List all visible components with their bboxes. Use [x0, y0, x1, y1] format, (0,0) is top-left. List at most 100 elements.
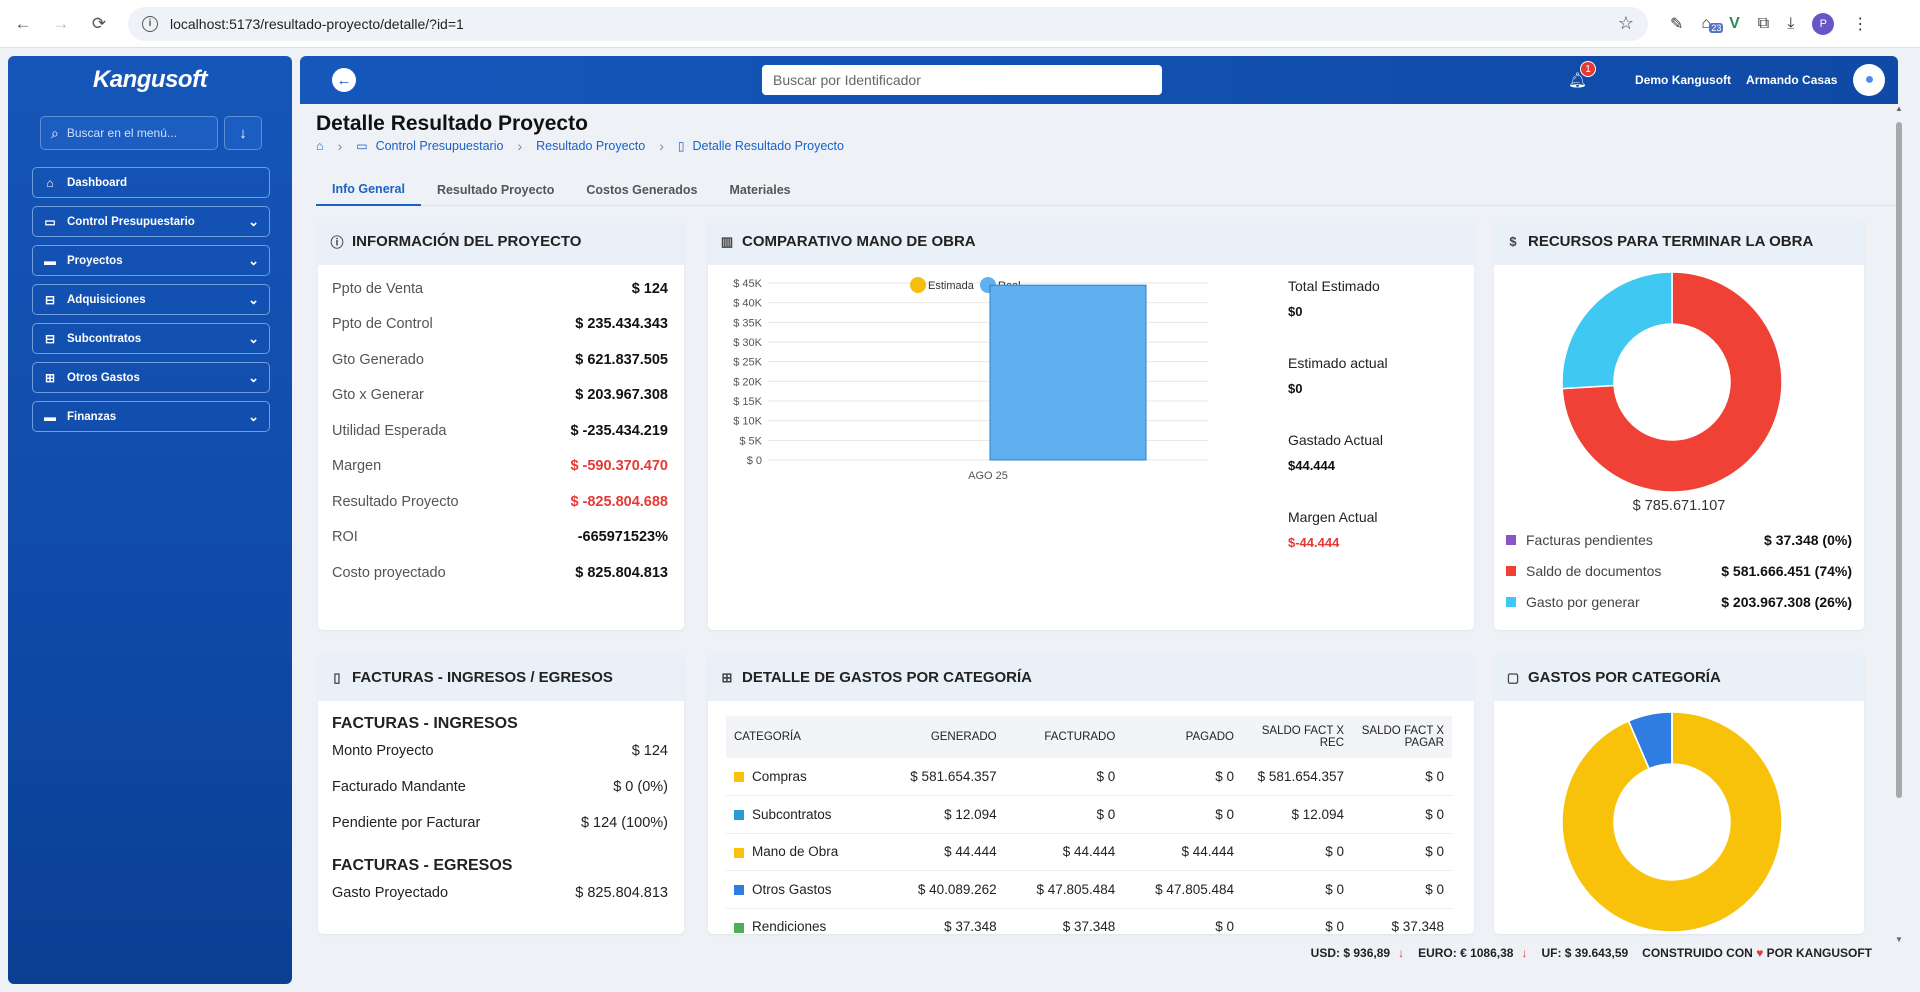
wallet-icon: ▢ [1506, 669, 1520, 685]
built-suffix: POR KANGUSOFT [1766, 946, 1872, 960]
pen-extension-icon[interactable]: ✎ [1670, 15, 1684, 33]
project-info-card: ⓘ INFORMACIÓN DEL PROYECTO Ppto de Venta… [318, 218, 684, 630]
home-icon[interactable]: ⌂ [316, 139, 324, 153]
category-donut-chart [1561, 711, 1783, 933]
site-info-icon[interactable]: i [142, 15, 158, 32]
card-header: ▯ FACTURAS - INGRESOS / EGRESOS [318, 654, 684, 701]
table-cell: $ 0 [1123, 908, 1242, 934]
kangusoft-logo: Kangusoft [92, 66, 208, 93]
download-icon[interactable]: ⤓ [1787, 14, 1795, 32]
stat-value: $-44.444 [1288, 535, 1340, 550]
table-cell: $ 44.444 [1123, 833, 1242, 871]
tab-materiales[interactable]: Materiales [729, 183, 791, 197]
category-cell: Subcontratos [726, 795, 877, 834]
scroll-down-icon[interactable]: ▼ [1895, 935, 1903, 944]
table-cell: $ 12.094 [1242, 795, 1352, 834]
table-cell: $ 0 [1352, 870, 1452, 909]
column-header[interactable]: CATEGORÍA [726, 716, 877, 758]
column-header[interactable]: FACTURADO [1004, 716, 1124, 758]
invoice-value: $ 0 (0%) [613, 779, 668, 795]
sidebar-item-otros-gastos[interactable]: ⊞ Otros Gastos ⌄ [32, 362, 270, 393]
user-name[interactable]: Armando Casas [1746, 73, 1838, 87]
tab-resultado-proyecto[interactable]: Resultado Proyecto [436, 183, 555, 197]
sidebar-item-subcontratos[interactable]: ⊟ Subcontratos ⌄ [32, 323, 270, 354]
back-button[interactable]: ← [332, 68, 356, 92]
info-row: Gto x Generar $ 203.967.308 [318, 378, 684, 414]
company-name[interactable]: Demo Kangusoft [1635, 73, 1732, 87]
browser-menu-icon[interactable]: ⋮ [1852, 15, 1869, 33]
extension-badge-icon[interactable]: ⌂ 23 [1701, 14, 1724, 33]
tab-costos-generados[interactable]: Costos Generados [586, 183, 698, 197]
stat-value: $44.444 [1288, 458, 1335, 473]
info-label: Utilidad Esperada [332, 422, 447, 439]
user-avatar[interactable]: ● [1853, 64, 1886, 96]
column-header[interactable]: PAGADO [1123, 716, 1242, 758]
legend-swatch [1506, 565, 1516, 576]
table-row: Compras $ 581.654.357 $ 0 $ 0 $ 581.654.… [726, 758, 1452, 796]
info-value: $ -235.434.219 [570, 422, 668, 439]
info-value: $ 235.434.343 [575, 316, 668, 333]
info-label: Gto x Generar [332, 387, 424, 404]
chevron-right-icon: › [517, 138, 523, 154]
section-title-egresos: FACTURAS - EGRESOS [332, 857, 513, 874]
invoice-label: Pendiente por Facturar [332, 815, 481, 831]
address-bar[interactable]: i localhost:5173/resultado-proyecto/deta… [128, 6, 1648, 41]
info-row: Utilidad Esperada $ -235.434.219 [318, 413, 684, 449]
chevron-right-icon: › [659, 138, 664, 154]
table-cell: $ 37.348 [1352, 908, 1452, 934]
scrollbar-thumb[interactable] [1896, 122, 1902, 798]
resources-total: $ 785.671.107 [1632, 498, 1726, 514]
column-header[interactable]: GENERADO [876, 716, 1005, 758]
y-tick-label: $ 25K [733, 357, 762, 369]
tab-info-general[interactable]: Info General [316, 174, 421, 206]
donut-slice [1561, 271, 1673, 390]
invoice-row: Monto Proyecto $ 124 [318, 733, 684, 769]
table-cell: $ 12.094 [876, 795, 1005, 834]
sidebar-item-proyectos[interactable]: ▬ Proyectos ⌄ [32, 245, 270, 276]
breadcrumb-resultado-proyecto[interactable]: Resultado Proyecto [536, 139, 646, 153]
notifications-button[interactable]: 🔔︎ 1 [1568, 61, 1596, 89]
table-cell: $ 44.444 [876, 833, 1005, 871]
table-cell: $ 0 [1352, 795, 1452, 834]
legend-value: $ 37.348 (0%) [1764, 531, 1852, 548]
folder-icon: ▬ [44, 253, 56, 268]
legend-marker [910, 277, 926, 293]
invoice-value: $ 124 (100%) [580, 815, 668, 831]
stat-label: Total Estimado [1288, 278, 1380, 294]
invoice-row: Facturado Mandante $ 0 (0%) [318, 769, 684, 805]
info-value: $ -590.370.470 [570, 458, 668, 475]
puzzle-extension-icon[interactable]: ⧉ [1757, 14, 1770, 32]
breadcrumb-control-presupuestario[interactable]: Control Presupuestario [375, 139, 504, 153]
reload-icon[interactable]: ⟳ [91, 13, 107, 33]
forward-arrow-icon[interactable]: → [52, 13, 70, 33]
url-text: localhost:5173/resultado-proyecto/detall… [170, 15, 464, 32]
vue-extension-icon[interactable]: V [1729, 14, 1740, 32]
labor-comparison-card: ▥ COMPARATIVO MANO DE OBRA $ 0 $ 5K $ 10K $… [708, 218, 1474, 630]
info-value: $ 825.804.813 [575, 564, 668, 581]
identifier-search-input[interactable]: Buscar por Identificador [762, 65, 1162, 95]
card-title: COMPARATIVO MANO DE OBRA [742, 233, 976, 250]
expense-table: CATEGORÍA GENERADO FACTURADO PAGADO SALD… [726, 716, 1452, 934]
y-tick-label: $ 40K [733, 298, 762, 310]
sidebar-item-control-presupuestario[interactable]: ▭ Control Presupuestario ⌄ [32, 206, 270, 237]
chevron-down-icon: ⌄ [248, 330, 259, 346]
page-scrollbar[interactable]: ▲ ▼ [1894, 104, 1904, 944]
sidebar-item-adquisiciones[interactable]: ⊟ Adquisiciones ⌄ [32, 284, 270, 315]
column-header[interactable]: SALDO FACT X PAGAR [1352, 716, 1452, 758]
back-arrow-icon[interactable]: ← [14, 13, 32, 33]
table-row: Subcontratos $ 12.094 $ 0 $ 0 $ 12.094 $… [726, 795, 1452, 834]
invoice-row: Gasto Proyectado $ 825.804.813 [318, 875, 684, 911]
column-header[interactable]: SALDO FACT X REC [1242, 716, 1352, 758]
profile-avatar[interactable]: P [1812, 12, 1835, 35]
bookmark-star-icon[interactable]: ☆ [1617, 13, 1634, 33]
menu-expand-button[interactable]: ↓ [224, 116, 262, 150]
scroll-up-icon[interactable]: ▲ [1895, 104, 1903, 113]
sidebar-item-finanzas[interactable]: ▬ Finanzas ⌄ [32, 401, 270, 432]
info-value: $ 203.967.308 [575, 387, 668, 404]
sidebar-item-label: Otros Gastos [67, 371, 140, 384]
uf-rate: UF: $ 39.643,59 [1541, 946, 1629, 960]
sidebar-item-dashboard[interactable]: ⌂ Dashboard [32, 167, 270, 198]
donut-slice [1561, 711, 1783, 933]
card-title: INFORMACIÓN DEL PROYECTO [352, 233, 582, 250]
menu-search-input[interactable]: ⌕ Buscar en el menú... [40, 116, 218, 150]
